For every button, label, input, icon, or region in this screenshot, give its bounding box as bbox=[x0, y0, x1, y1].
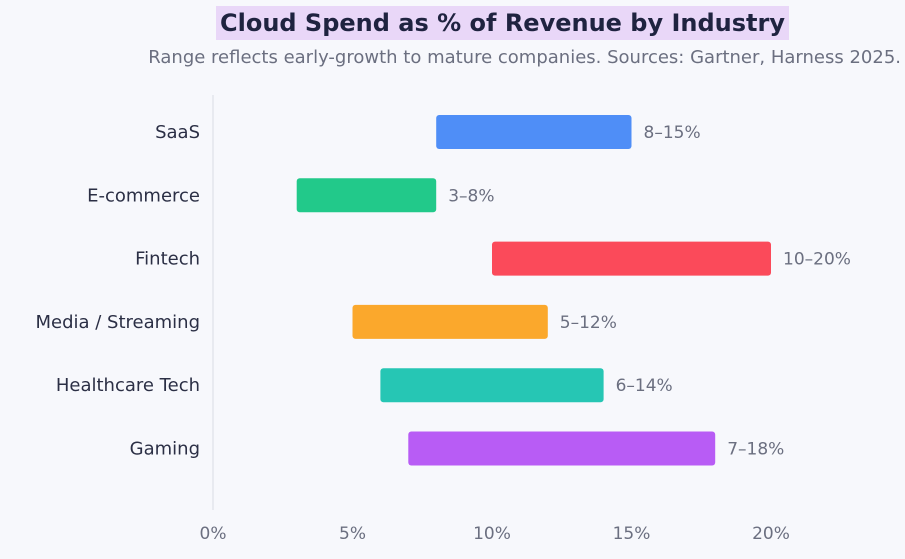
value-label-e-commerce: 3–8% bbox=[448, 186, 494, 206]
range-bar-saas bbox=[436, 115, 632, 149]
category-label-media-streaming: Media / Streaming bbox=[35, 312, 200, 333]
category-label-e-commerce: E-commerce bbox=[87, 185, 200, 206]
category-label-fintech: Fintech bbox=[135, 249, 200, 270]
category-label-healthcare-tech: Healthcare Tech bbox=[56, 375, 200, 396]
value-label-media-streaming: 5–12% bbox=[560, 313, 617, 333]
range-bar-gaming bbox=[408, 431, 716, 466]
x-tick-label: 20% bbox=[752, 524, 790, 544]
category-label-saas: SaaS bbox=[155, 122, 200, 143]
x-tick-label: 5% bbox=[339, 524, 366, 544]
category-label-gaming: Gaming bbox=[130, 439, 200, 460]
range-bar-healthcare-tech bbox=[380, 368, 604, 403]
range-bar-e-commerce bbox=[296, 178, 437, 213]
value-label-fintech: 10–20% bbox=[783, 250, 851, 270]
value-label-healthcare-tech: 6–14% bbox=[616, 376, 673, 396]
value-label-saas: 8–15% bbox=[644, 123, 701, 143]
range-bar-media-streaming bbox=[352, 304, 548, 339]
x-tick-label: 10% bbox=[473, 524, 511, 544]
value-label-gaming: 7–18% bbox=[727, 440, 784, 460]
x-tick-label: 15% bbox=[613, 524, 651, 544]
chart-subtitle: Range reflects early-growth to mature co… bbox=[148, 47, 901, 68]
x-tick-label: 0% bbox=[200, 524, 227, 544]
chart-title-wrap: Cloud Spend as % of Revenue by Industry bbox=[0, 6, 905, 40]
chart-title: Cloud Spend as % of Revenue by Industry bbox=[215, 6, 790, 40]
range-bar-fintech bbox=[492, 241, 771, 276]
